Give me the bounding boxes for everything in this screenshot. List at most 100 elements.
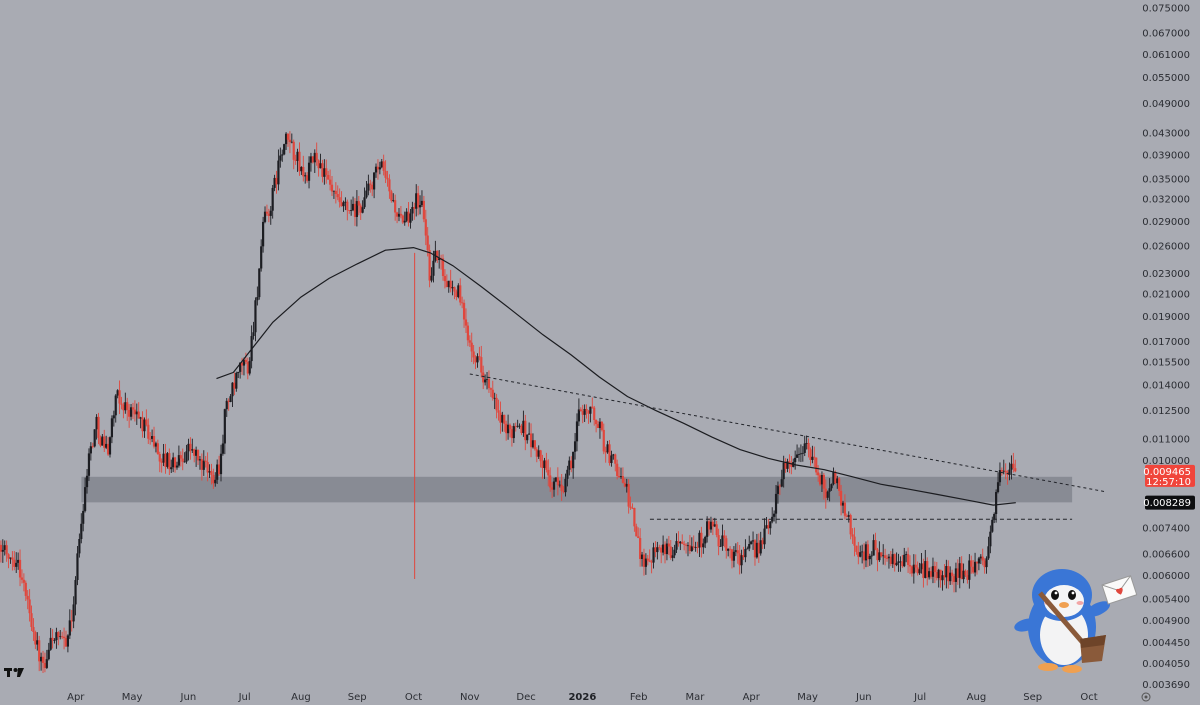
candle <box>841 500 845 514</box>
candle <box>972 559 975 574</box>
candle <box>654 541 657 558</box>
candle <box>830 483 833 491</box>
candle <box>952 573 956 593</box>
candle <box>202 450 205 476</box>
candle <box>26 590 29 610</box>
candle <box>635 523 638 537</box>
candle <box>32 618 35 641</box>
candle <box>321 159 324 183</box>
candle <box>195 446 198 467</box>
candle <box>441 254 445 281</box>
candle <box>258 268 261 300</box>
settings-icon[interactable] <box>1141 692 1151 702</box>
candle <box>464 308 468 333</box>
candle <box>926 557 929 586</box>
candle <box>118 380 121 415</box>
candle <box>889 550 892 567</box>
candle <box>237 371 240 379</box>
candle <box>878 541 881 562</box>
candle <box>822 472 825 500</box>
candle <box>455 289 458 301</box>
candle <box>916 561 919 576</box>
candle <box>606 440 609 454</box>
candle <box>518 423 521 429</box>
candle <box>311 156 314 164</box>
candle <box>506 414 510 440</box>
candle <box>262 216 265 253</box>
candle <box>353 198 357 226</box>
candle <box>395 211 399 224</box>
candle <box>432 250 435 283</box>
x-tick-label: Oct <box>1080 692 1097 703</box>
candle <box>187 438 190 461</box>
candle <box>947 560 950 589</box>
y-tick-label: 0.021000 <box>1142 289 1190 300</box>
candle <box>156 439 159 455</box>
candle <box>459 278 462 306</box>
candle <box>1014 459 1017 473</box>
candle <box>505 420 508 441</box>
y-tick-label: 0.004900 <box>1142 616 1190 627</box>
candle <box>880 552 883 558</box>
candle <box>422 195 425 223</box>
candle <box>41 650 45 674</box>
penguin-mascot-icon <box>1014 569 1138 673</box>
candle <box>239 362 242 379</box>
candle <box>734 543 737 557</box>
candle <box>1008 462 1011 481</box>
candle <box>394 194 397 221</box>
candle <box>593 405 596 426</box>
candle <box>987 536 990 560</box>
x-tick-label: Nov <box>460 692 480 703</box>
candle <box>528 422 531 435</box>
candle <box>568 456 571 476</box>
x-tick-label: Mar <box>686 692 706 703</box>
candle <box>283 143 286 156</box>
candle <box>177 445 180 468</box>
candle <box>906 547 910 573</box>
x-tick-label: Jun <box>180 692 197 703</box>
candle <box>991 516 994 533</box>
candle <box>610 450 613 467</box>
candle <box>995 489 998 523</box>
candle <box>625 478 628 493</box>
candle <box>623 478 626 488</box>
candle <box>97 412 100 445</box>
candle <box>325 159 328 184</box>
candle <box>767 518 770 535</box>
candle <box>216 459 219 484</box>
candle <box>252 321 255 340</box>
candle <box>307 156 311 189</box>
candle <box>350 199 353 216</box>
candle <box>43 652 47 673</box>
candle <box>696 541 699 554</box>
candle <box>141 411 144 438</box>
y-tick-label: 0.029000 <box>1142 217 1190 228</box>
candle <box>89 442 92 461</box>
candle <box>219 444 223 482</box>
candle <box>449 269 452 293</box>
candle <box>759 531 762 556</box>
candle <box>430 267 433 283</box>
support-zone <box>81 476 1073 503</box>
candle <box>885 554 889 562</box>
candle <box>633 507 636 532</box>
candle <box>604 446 607 463</box>
candle <box>143 417 146 438</box>
candle <box>732 546 736 568</box>
candle <box>797 447 801 462</box>
candle <box>533 440 536 451</box>
candle <box>68 609 71 639</box>
candle <box>164 443 167 474</box>
candle <box>765 516 768 529</box>
candle <box>663 541 667 564</box>
candle <box>384 160 387 184</box>
candle <box>149 432 152 445</box>
candle <box>277 149 280 191</box>
candle <box>61 631 64 640</box>
candle <box>665 538 669 561</box>
candle <box>629 496 632 510</box>
x-tick-label: Apr <box>743 692 761 703</box>
